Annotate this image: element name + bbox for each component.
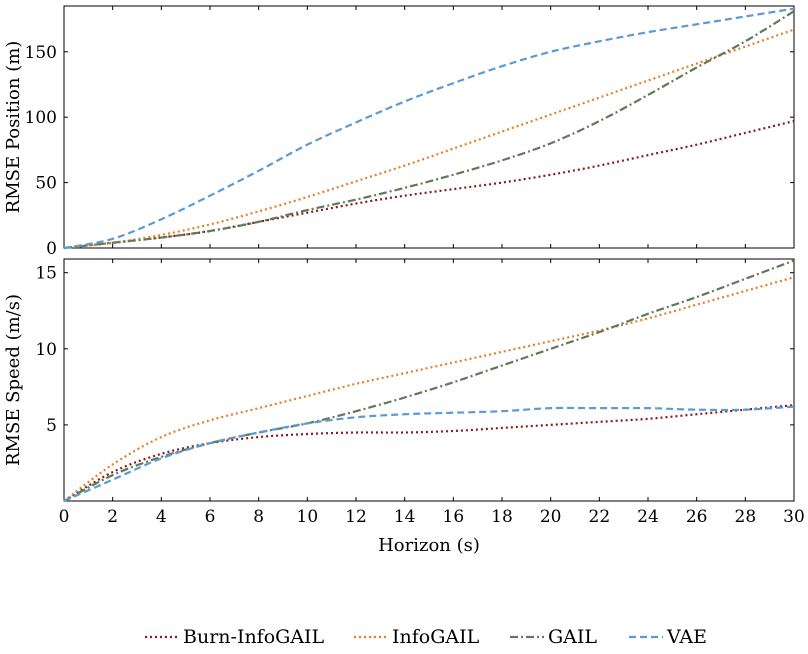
x-tick-label: 18 xyxy=(491,507,513,527)
speed-y-tick-label: 15 xyxy=(35,264,57,284)
legend-label-infogail: InfoGAIL xyxy=(392,626,480,648)
x-tick-label: 28 xyxy=(735,507,757,527)
x-tick-label: 2 xyxy=(107,507,118,527)
position-panel: 0 50 100 150 RMSE Position (m) xyxy=(3,5,795,259)
speed-y-tick-label: 10 xyxy=(35,340,57,360)
x-tick-label: 0 xyxy=(59,507,70,527)
x-tick-label: 14 xyxy=(394,507,416,527)
x-tick-label: 12 xyxy=(345,507,367,527)
legend-label-gail: GAIL xyxy=(548,626,597,648)
x-tick-label: 30 xyxy=(783,507,805,527)
x-tick-label: 20 xyxy=(540,507,562,527)
position-y-tick-label: 0 xyxy=(46,239,57,259)
speed-series-burn-infogail xyxy=(63,404,795,502)
position-y-tick-label: 50 xyxy=(35,174,57,194)
position-series-gail xyxy=(63,10,795,250)
x-tick-label: 16 xyxy=(443,507,465,527)
legend: Burn-InfoGAIL InfoGAIL GAIL VAE xyxy=(145,626,707,648)
position-plot-frame xyxy=(63,5,795,249)
legend-label-vae: VAE xyxy=(666,626,707,648)
speed-y-axis-label: RMSE Speed (m/s) xyxy=(3,294,24,466)
speed-series-lines xyxy=(63,259,795,503)
x-tick-label: 8 xyxy=(253,507,264,527)
x-axis-label: Horizon (s) xyxy=(378,535,480,556)
legend-label-burn-infogail: Burn-InfoGAIL xyxy=(183,626,325,648)
legend-item-infogail: InfoGAIL xyxy=(354,626,480,648)
position-series-lines xyxy=(63,7,795,250)
x-tick-label: 24 xyxy=(637,507,659,527)
x-tick-label: 6 xyxy=(205,507,216,527)
speed-y-tick-label: 5 xyxy=(46,416,57,436)
x-tick-label: 10 xyxy=(297,507,319,527)
position-series-infogail xyxy=(63,28,795,250)
x-tick-label: 26 xyxy=(686,507,708,527)
x-tick-label: 22 xyxy=(589,507,611,527)
position-y-axis-label: RMSE Position (m) xyxy=(3,41,24,214)
position-y-tick-label: 150 xyxy=(25,43,57,63)
position-series-vae xyxy=(63,7,795,250)
x-tick-label: 4 xyxy=(156,507,167,527)
speed-series-vae xyxy=(63,405,795,503)
legend-item-gail: GAIL xyxy=(510,626,597,648)
position-y-tick-label: 100 xyxy=(25,108,57,128)
position-axis-ticks: 0 50 100 150 xyxy=(25,6,795,259)
legend-item-vae: VAE xyxy=(629,626,707,648)
speed-series-gail xyxy=(63,259,795,502)
speed-series-infogail xyxy=(63,276,795,502)
legend-item-burn-infogail: Burn-InfoGAIL xyxy=(145,626,325,648)
position-series-burn-infogail xyxy=(63,120,795,250)
speed-plot-frame xyxy=(63,258,795,502)
